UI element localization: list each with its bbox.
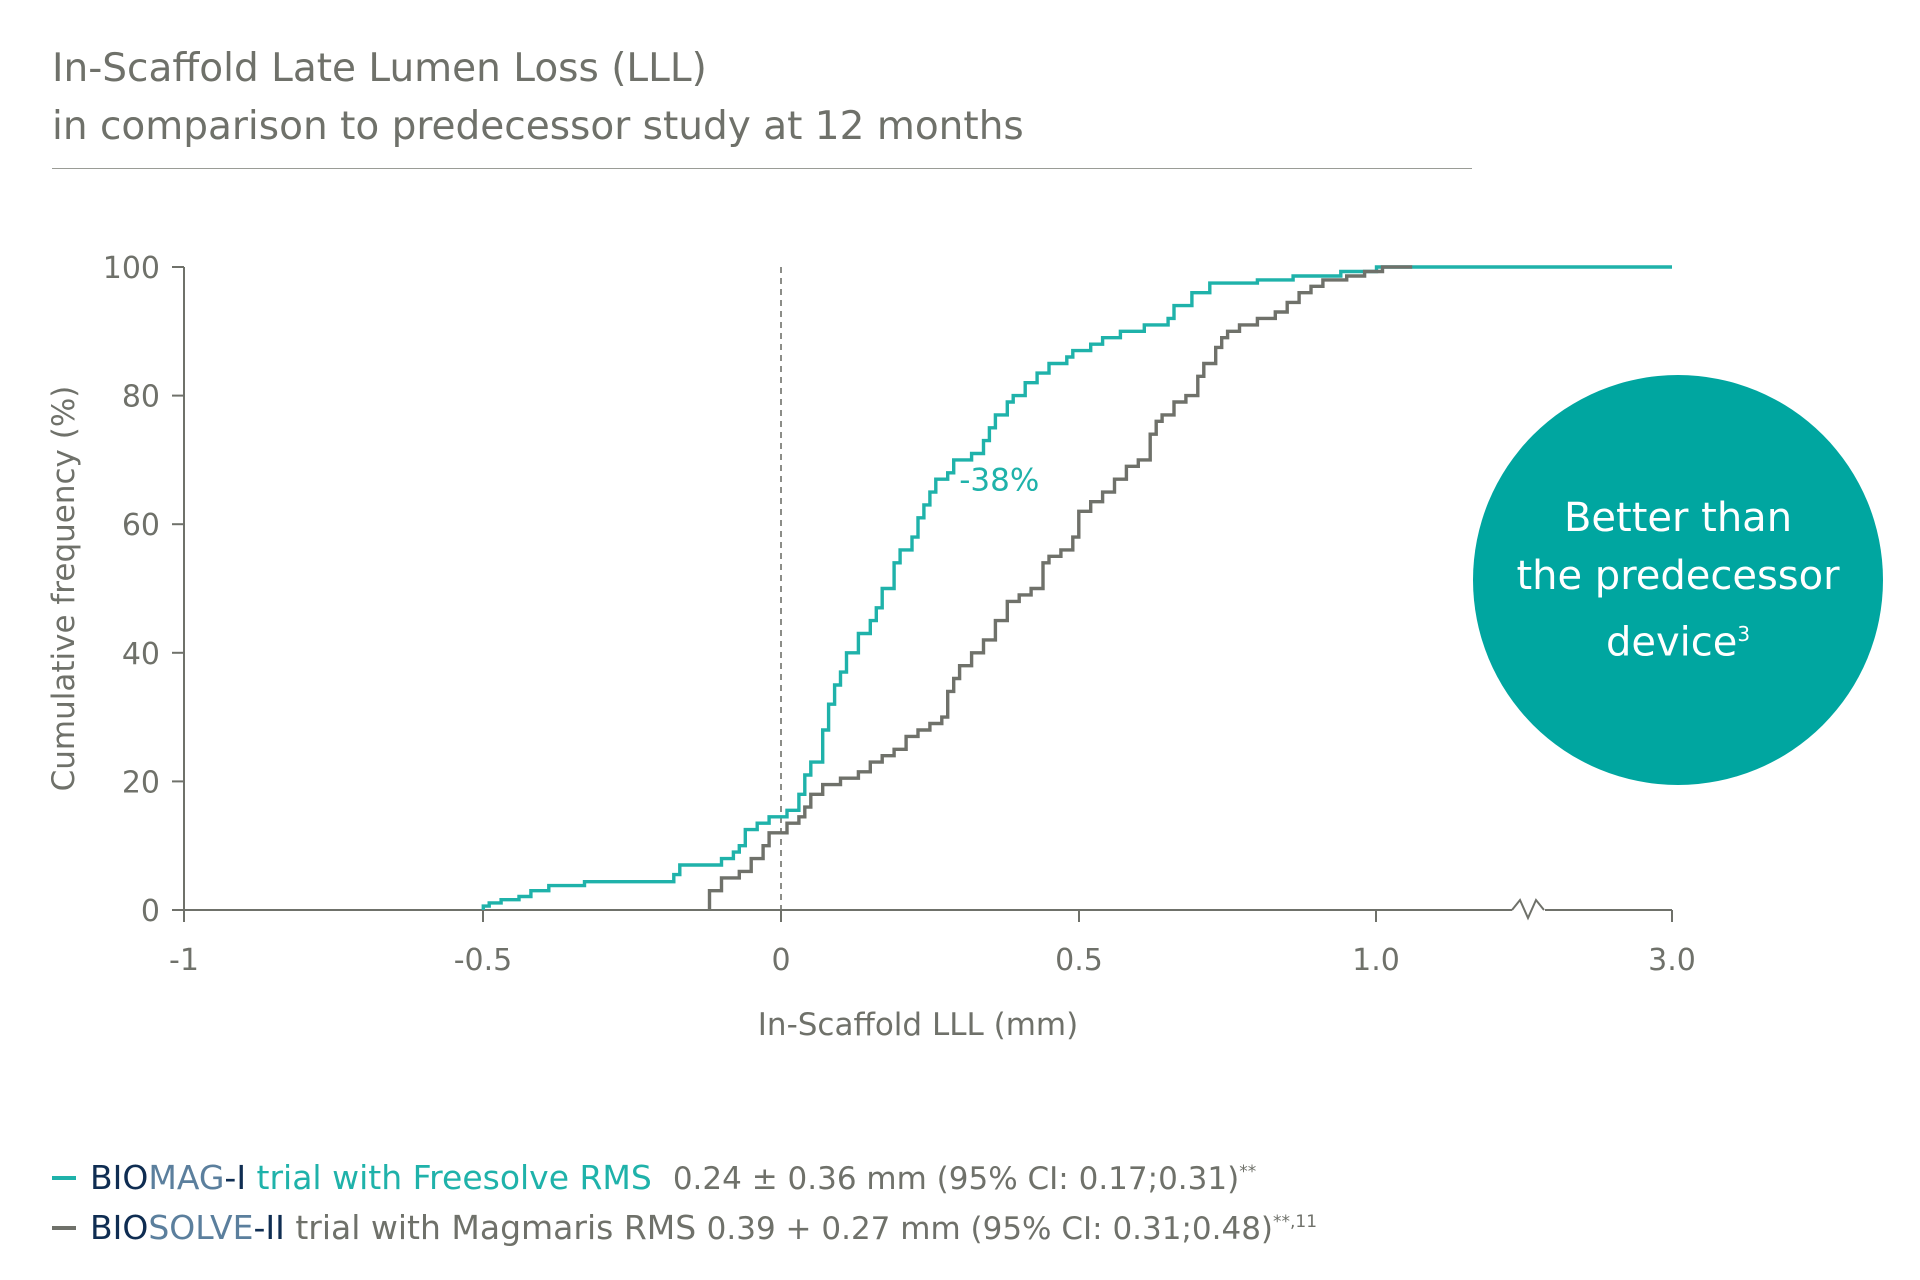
axis-break-mark — [1511, 898, 1545, 921]
x-tick-label: -1 — [169, 943, 199, 978]
chart-title-line2: in comparison to predecessor study at 12… — [52, 104, 1024, 149]
legend-swatch — [52, 1175, 76, 1180]
chart-title-line1: In-Scaffold Late Lumen Loss (LLL) — [52, 46, 707, 91]
y-tick-label: 0 — [141, 894, 160, 929]
series-line-biomag — [481, 265, 1672, 910]
chart-title: In-Scaffold Late Lumen Loss (LLL) in com… — [52, 40, 1024, 156]
legend-name-suffix: -II — [253, 1208, 285, 1247]
x-axis-label: In-Scaffold LLL (mm) — [758, 1007, 1078, 1043]
legend-footnote: ** — [1239, 1162, 1257, 1182]
legend-name-suffix: -I — [224, 1158, 247, 1197]
x-tick-label: 0.5 — [1055, 943, 1103, 978]
y-tick-label: 20 — [122, 765, 160, 800]
y-tick-label: 60 — [122, 508, 160, 543]
legend-swatch — [52, 1225, 76, 1230]
y-tick-label: 40 — [122, 637, 160, 672]
badge-line2: the predecessor — [1516, 552, 1840, 599]
legend-stats: 0.24 ± 0.36 mm (95% CI: 0.17;0.31) — [672, 1161, 1240, 1197]
x-tick-label: 0 — [771, 943, 790, 978]
title-divider — [52, 168, 1472, 169]
x-tick-label: 1.0 — [1352, 943, 1400, 978]
legend-trial-text: trial with Magmaris RMS — [284, 1208, 697, 1247]
legend-trial-text: trial with Freesolve RMS — [246, 1158, 652, 1197]
badge-line3: device — [1605, 619, 1738, 666]
legend-footnote: **,11 — [1273, 1212, 1318, 1232]
cumulative-frequency-chart: 0 20 40 60 80 100 -1 -0.5 0 0.5 1.0 3.0 In-Scaffold … — [46, 251, 1696, 1043]
series-line-biosolve — [707, 265, 1413, 910]
y-tick-label: 80 — [122, 380, 160, 415]
x-tick-label: 3.0 — [1648, 943, 1696, 978]
legend-item-biosolve: BIOSOLVE-II trial with Magmaris RMS 0.39… — [52, 1208, 1317, 1247]
legend-name-bio: BIO — [90, 1208, 149, 1247]
legend-name-accent: SOLVE — [148, 1208, 254, 1247]
legend-stats: 0.39 + 0.27 mm (95% CI: 0.31;0.48) — [706, 1211, 1274, 1247]
legend-name-accent: MAG — [148, 1158, 225, 1197]
legend-item-biomag: BIOMAG-I trial with Freesolve RMS 0.24 ±… — [52, 1158, 1256, 1197]
annotation-label: -38% — [959, 463, 1039, 499]
badge-footnote: 3 — [1737, 621, 1751, 646]
y-axis-label: Cumulative frequency (%) — [46, 386, 82, 792]
badge-line1: Better than — [1563, 494, 1793, 541]
y-tick-label: 100 — [103, 251, 160, 286]
x-tick-label: -0.5 — [454, 943, 513, 978]
callout-badge: Better than the predecessor device3 — [1473, 375, 1883, 785]
legend-name-bio: BIO — [90, 1158, 149, 1197]
